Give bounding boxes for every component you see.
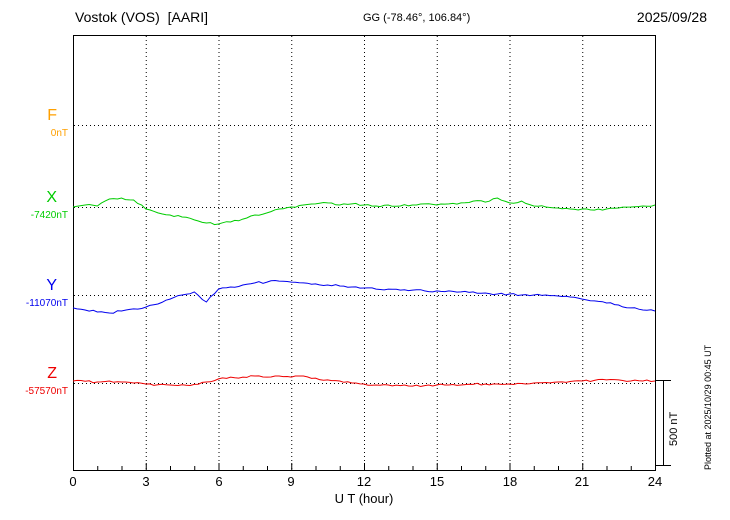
x-tick-label-6: 6 xyxy=(215,474,223,489)
channel-f-label: F xyxy=(47,107,57,124)
channel-y-baseline-value: -11070nT xyxy=(25,298,68,309)
plot-date: 2025/09/28 xyxy=(636,9,707,25)
channel-x-label-group: X -7420nT xyxy=(0,189,68,222)
channel-x-label: X xyxy=(46,189,57,206)
x-tick-label-21: 21 xyxy=(574,474,590,489)
x-tick-label-18: 18 xyxy=(502,474,518,489)
channel-f-label-group: F 0nT xyxy=(0,107,68,140)
channel-x-baseline-value: -7420nT xyxy=(30,210,68,221)
scale-bar-label: 500 nT xyxy=(668,411,680,446)
channel-y-label: Y xyxy=(46,277,57,294)
geo-coords-label: GG (-78.46°, 106.84°) xyxy=(363,12,471,24)
channel-z-baseline-value: -57570nT xyxy=(25,386,68,397)
x-tick-label-12: 12 xyxy=(356,474,372,489)
x-tick-label-3: 3 xyxy=(142,474,150,489)
channel-y-label-group: Y -11070nT xyxy=(0,277,68,310)
channel-f-baseline-value: 0nT xyxy=(50,128,68,139)
x-tick-label-0: 0 xyxy=(69,474,77,489)
x-axis-label: U T (hour) xyxy=(334,491,394,506)
x-tick-label-15: 15 xyxy=(429,474,445,489)
channel-z-label: Z xyxy=(47,365,57,382)
plotted-timestamp-note: Plotted at 2025/10/29 00:45 UT xyxy=(703,344,713,470)
x-tick-label-24: 24 xyxy=(647,474,663,489)
station-title: Vostok (VOS) [AARI] xyxy=(75,9,209,25)
x-tick-label-9: 9 xyxy=(287,474,295,489)
channel-z-label-group: Z -57570nT xyxy=(0,365,68,398)
